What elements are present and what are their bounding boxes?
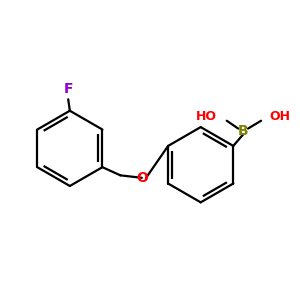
Text: O: O [136, 171, 148, 185]
Text: B: B [238, 124, 248, 138]
Text: HO: HO [196, 110, 217, 123]
Text: OH: OH [269, 110, 290, 123]
Text: F: F [64, 82, 73, 96]
